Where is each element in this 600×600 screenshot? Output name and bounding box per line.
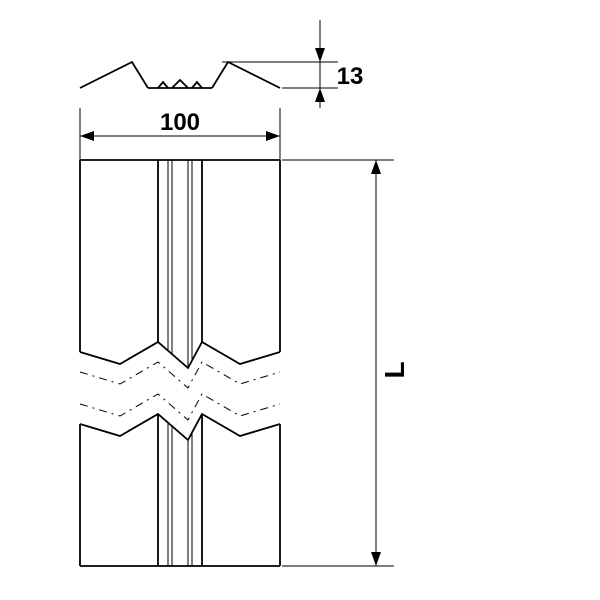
profile-section	[80, 62, 280, 88]
dimension-height: 13	[315, 48, 363, 102]
dimension-height-value: 13	[337, 63, 364, 90]
dimension-width-value: 100	[160, 109, 200, 136]
break-lines	[80, 342, 280, 440]
extension-lines	[80, 20, 394, 566]
front-view	[80, 160, 280, 566]
dimension-width: 100	[80, 109, 280, 141]
dimension-length: L	[371, 160, 410, 566]
technical-drawing: 100 13 L	[0, 0, 600, 600]
dimension-length-value: L	[379, 361, 410, 378]
